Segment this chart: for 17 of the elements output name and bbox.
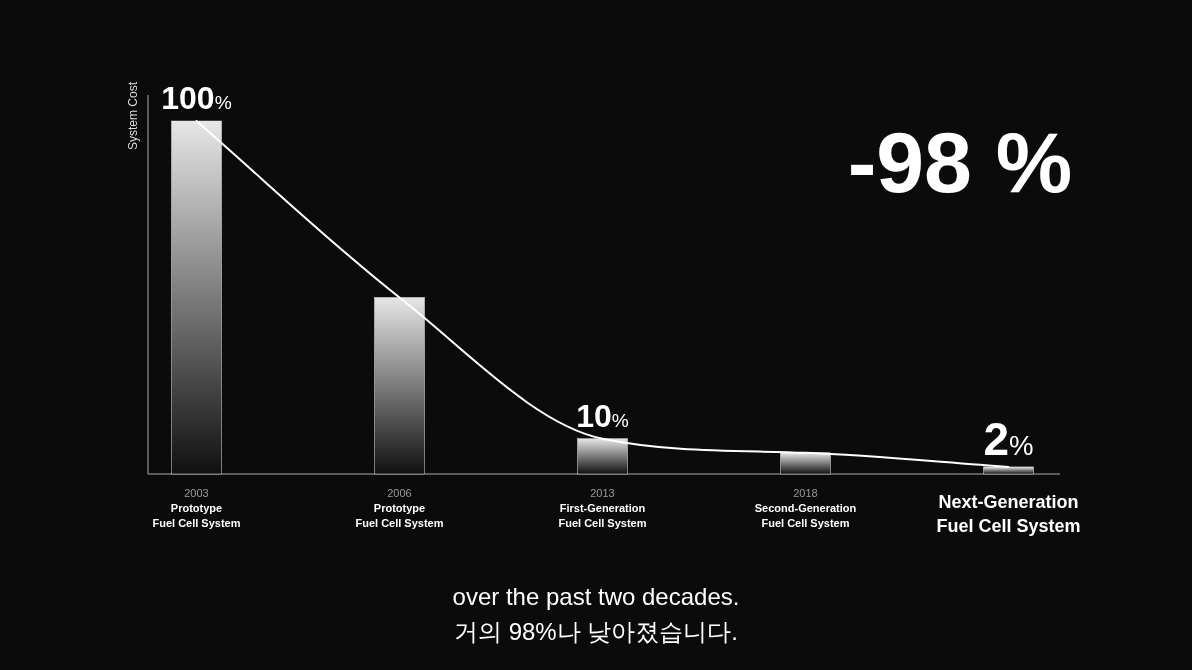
- x-tick-label: 2018 Second-Generation Fuel Cell System: [754, 487, 857, 529]
- x-tick-label: 2013 First-Generation Fuel Cell System: [558, 487, 647, 529]
- bar: [780, 452, 831, 475]
- bar: [577, 438, 628, 475]
- text: 거의 98%나 낮아졌습니다.: [453, 618, 739, 645]
- bar: [374, 297, 425, 475]
- bar: [171, 120, 222, 475]
- bar: [983, 466, 1034, 475]
- data-label: 10%: [576, 397, 629, 434]
- text: over the past two decades.: [452, 583, 740, 610]
- x-tick-label: Next-Generation Fuel Cell System: [936, 492, 1081, 536]
- annotation: -98 %: [847, 114, 1073, 210]
- data-label: 100%: [161, 80, 232, 116]
- data-label: 2%: [983, 412, 1034, 465]
- x-tick-label: 2003 Prototype Fuel Cell System: [152, 487, 241, 529]
- x-tick-label: 2006 Prototype Fuel Cell System: [355, 487, 444, 529]
- y-axis-title: System Cost: [126, 81, 140, 151]
